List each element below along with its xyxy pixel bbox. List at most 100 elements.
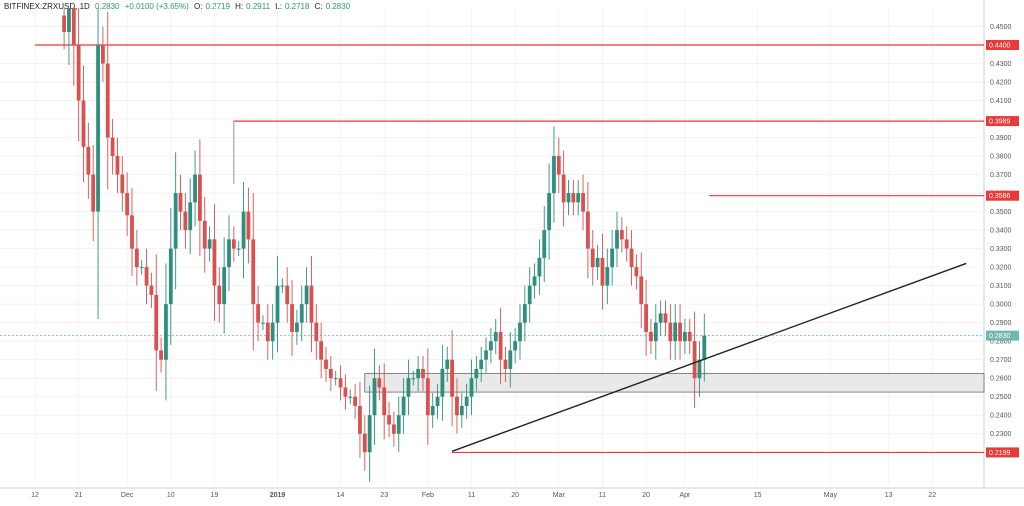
candle-body bbox=[440, 368, 445, 397]
candle-body bbox=[280, 285, 285, 287]
candle-body bbox=[353, 396, 357, 406]
candle-body bbox=[188, 202, 193, 231]
candle-body bbox=[183, 211, 188, 231]
candle-body bbox=[503, 359, 508, 369]
candle-body bbox=[421, 368, 425, 379]
price-level-badge bbox=[986, 40, 1019, 51]
time-tick-label: 10 bbox=[167, 492, 175, 499]
time-axis[interactable]: 12 21 Dec 10 19 2019 14 23 Feb 11 20 Mar 11 20 Apr 15 Ma… bbox=[31, 492, 936, 499]
candle-body bbox=[159, 350, 163, 360]
candle-body bbox=[285, 285, 290, 305]
candle-body bbox=[71, 8, 76, 46]
candle-body bbox=[387, 415, 391, 425]
candle-body bbox=[130, 215, 134, 249]
candle-body bbox=[561, 174, 566, 203]
candle-body bbox=[435, 396, 440, 406]
price-tick-label: 0.3200 bbox=[990, 265, 1012, 272]
candle-body bbox=[455, 396, 459, 416]
support-zone-box bbox=[364, 373, 985, 393]
candle-body bbox=[683, 331, 687, 342]
price-tick-label: 0.2400 bbox=[990, 413, 1012, 420]
candle-body bbox=[610, 248, 615, 268]
candle-body bbox=[644, 304, 648, 332]
price-level-badge bbox=[986, 447, 1019, 458]
candle-body bbox=[338, 378, 343, 388]
price-level-label: 0.4400 bbox=[989, 43, 1011, 50]
price-tick-label: 0.3500 bbox=[990, 209, 1012, 216]
price-tick-label: 0.2500 bbox=[990, 394, 1012, 401]
candle-body bbox=[430, 405, 435, 416]
candle-body bbox=[314, 322, 319, 342]
candle-body bbox=[581, 193, 585, 212]
candle-body bbox=[493, 331, 498, 342]
price-tick-label: 0.3700 bbox=[990, 172, 1012, 179]
candle-body bbox=[261, 322, 265, 324]
price-tick-label: 0.3900 bbox=[990, 135, 1012, 142]
candle-body bbox=[256, 304, 260, 323]
candle-body bbox=[615, 230, 619, 249]
candle-body bbox=[86, 146, 91, 175]
trendline-line bbox=[451, 262, 967, 452]
candle-body bbox=[479, 359, 484, 369]
time-tick-label: 12 bbox=[31, 492, 39, 499]
candle-body bbox=[101, 45, 105, 64]
trendline bbox=[451, 262, 967, 452]
candle-body bbox=[231, 239, 236, 249]
close-value: 0.2830 bbox=[325, 2, 351, 11]
candle-body bbox=[527, 285, 532, 305]
candle-body bbox=[411, 378, 416, 380]
price-level-badge bbox=[986, 190, 1019, 201]
open-value: 0.2719 bbox=[205, 2, 230, 11]
price-tick-label: 0.2600 bbox=[990, 376, 1012, 383]
candle-body bbox=[532, 276, 537, 286]
price-tick-label: 0.3400 bbox=[990, 228, 1012, 235]
candle-body bbox=[668, 322, 673, 342]
candle-body bbox=[382, 387, 387, 416]
candle-body bbox=[619, 230, 624, 240]
candle-body bbox=[566, 193, 571, 203]
candle-body bbox=[663, 313, 668, 323]
close-label: C: bbox=[314, 2, 323, 11]
candle-body bbox=[324, 359, 328, 369]
time-tick-label: 22 bbox=[928, 492, 936, 499]
candle-body bbox=[653, 322, 658, 342]
candle-body bbox=[445, 359, 450, 369]
time-tick-label: 20 bbox=[642, 492, 650, 499]
candle-body bbox=[333, 378, 338, 380]
candle-body bbox=[396, 415, 401, 434]
candle-body bbox=[299, 304, 304, 323]
time-tick-label: Mar bbox=[553, 492, 566, 499]
time-tick-label: 19 bbox=[211, 492, 219, 499]
candle-body bbox=[450, 359, 454, 397]
price-level-label: 0.3586 bbox=[989, 193, 1011, 200]
time-tick-label: May bbox=[824, 492, 838, 499]
candle-body bbox=[425, 378, 430, 416]
price-level-label: 0.3989 bbox=[989, 119, 1011, 126]
candle-body bbox=[605, 267, 610, 286]
price-level-label: 0.2199 bbox=[989, 450, 1011, 457]
time-tick-label: Apr bbox=[679, 492, 691, 499]
candle-body bbox=[590, 248, 595, 268]
candle-body bbox=[367, 415, 372, 453]
time-tick-label: 20 bbox=[511, 492, 519, 499]
price-tick-label: 0.4300 bbox=[990, 61, 1012, 68]
candle-body bbox=[227, 239, 231, 268]
candle-body bbox=[295, 322, 299, 332]
last-price: 0.2830 bbox=[95, 2, 120, 11]
candle-body bbox=[270, 322, 275, 342]
candle-body bbox=[139, 267, 144, 269]
time-tick-label: 14 bbox=[337, 492, 345, 499]
candle-body bbox=[498, 331, 503, 360]
price-tick-label: 0.4200 bbox=[990, 80, 1012, 87]
support-zone bbox=[364, 373, 985, 393]
price-axis[interactable]: 0.2300 0.2400 0.2500 0.2600 0.2700 0.2800 0.29… bbox=[986, 24, 1019, 458]
time-tick-label: 13 bbox=[885, 492, 893, 499]
candle-body bbox=[81, 100, 86, 147]
candle-body bbox=[600, 257, 605, 286]
candle-body bbox=[639, 276, 644, 305]
price-level-badge bbox=[986, 116, 1019, 127]
candle-body bbox=[401, 396, 406, 416]
chart-header: BITFINEX:ZRXUSD, 1D 0.2830 +0.0100 (+3.6… bbox=[4, 2, 353, 11]
candle-body bbox=[348, 396, 353, 398]
